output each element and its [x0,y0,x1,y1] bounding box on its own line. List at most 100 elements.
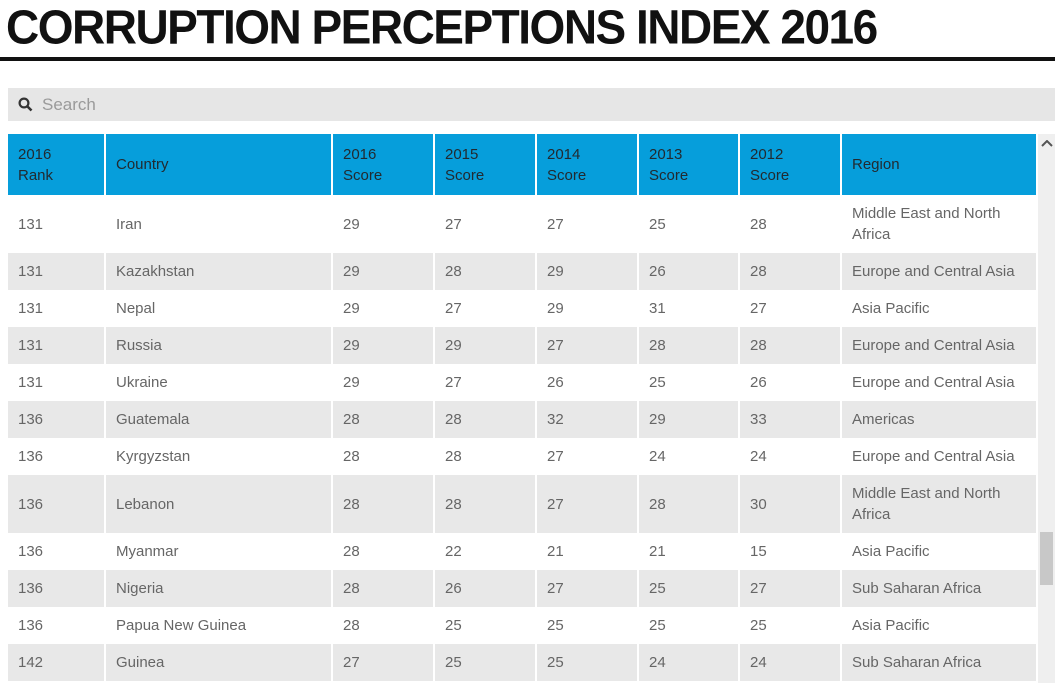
cell-score2014: 27 [535,570,637,607]
cell-rank: 136 [18,580,44,597]
cell-score2014: 27 [535,475,637,533]
cell-score2016: 29 [331,253,433,290]
cell-score2014: 29 [535,253,637,290]
cell-score2012: 33 [738,401,840,438]
column-header-score2012[interactable]: 2012 Score [738,134,840,195]
cell-score2014: 27 [535,438,637,475]
column-header-score2016[interactable]: 2016 Score [331,134,433,195]
cell-score2014: 27 [535,195,637,253]
cell-score2012: 15 [738,533,840,570]
cell-score2015: 25 [433,644,535,681]
cell-region: Europe and Central Asia [840,364,1036,401]
cell-score2016: 28 [331,533,433,570]
search-input[interactable] [42,94,1045,115]
cell-region: Europe and Central Asia [840,438,1036,475]
cell-score2013: 21 [637,533,738,570]
column-header-country[interactable]: Country [104,134,331,195]
cell-score2013: 25 [637,364,738,401]
cpi-table: 2016 Rank Country 2016 Score 2015 Score 2014… [8,134,1036,681]
cell-rank: 136 [18,617,44,634]
column-header-score2013[interactable]: 2013 Score [637,134,738,195]
cell-score2016: 29 [331,195,433,253]
table-row: 142 Guinea 27 25 25 24 24 Sub Saharan Africa [8,644,1036,681]
scroll-up-button[interactable] [1038,134,1055,153]
cell-score2016: 29 [331,290,433,327]
cell-score2012: 28 [738,195,840,253]
scrollbar-thumb[interactable] [1040,532,1053,585]
column-header-score2014[interactable]: 2014 Score [535,134,637,195]
page-title: CORRUPTION PERCEPTIONS INDEX 2016 [6,0,878,55]
search-icon [18,97,33,112]
column-header-rank[interactable]: 2016 Rank [8,134,104,195]
cell-country: Papua New Guinea [104,607,331,644]
cell-score2016: 28 [331,570,433,607]
table-row: 136 Guatemala 28 28 32 29 33 Americas [8,401,1036,438]
cell-rank: 136 [18,543,44,560]
cell-score2016: 28 [331,475,433,533]
cell-score2014: 25 [535,607,637,644]
cell-country: Russia [104,327,331,364]
cell-score2013: 25 [637,570,738,607]
cell-region: Asia Pacific [840,290,1036,327]
chevron-up-icon [1040,140,1053,147]
cell-score2012: 27 [738,570,840,607]
cell-region: Sub Saharan Africa [840,644,1036,681]
cell-rank: 142 [18,654,44,671]
table-row: 136 Myanmar 28 22 21 21 15 Asia Pacific [8,533,1036,570]
cell-rank: 131 [18,337,44,354]
cell-region: Asia Pacific [840,607,1036,644]
table-row: 136 Kyrgyzstan 28 28 27 24 24 Europe and Centra… [8,438,1036,475]
table-row: 136 Papua New Guinea 28 25 25 25 25 Asia Pacifi… [8,607,1036,644]
cell-score2014: 25 [535,644,637,681]
cell-country: Lebanon [104,475,331,533]
cell-score2013: 24 [637,438,738,475]
cell-score2012: 24 [738,438,840,475]
cell-score2016: 29 [331,327,433,364]
cell-score2015: 29 [433,327,535,364]
cell-region: Sub Saharan Africa [840,570,1036,607]
cell-region: Asia Pacific [840,533,1036,570]
page-header: CORRUPTION PERCEPTIONS INDEX 2016 [0,0,1055,61]
cell-score2015: 28 [433,438,535,475]
cell-score2012: 27 [738,290,840,327]
search-bar[interactable] [8,88,1055,121]
cell-score2013: 26 [637,253,738,290]
cell-region: Middle East and North Africa [840,475,1036,533]
cell-rank: 136 [18,448,44,465]
cell-score2012: 28 [738,253,840,290]
cell-rank: 136 [18,495,44,513]
cell-score2013: 28 [637,327,738,364]
cell-score2014: 21 [535,533,637,570]
cell-country: Nepal [104,290,331,327]
cell-region: Americas [840,401,1036,438]
cell-score2016: 27 [331,644,433,681]
cell-rank: 131 [18,374,44,391]
column-header-region[interactable]: Region [840,134,1036,195]
cell-country: Iran [104,195,331,253]
cell-country: Guatemala [104,401,331,438]
cell-score2016: 28 [331,607,433,644]
cell-score2015: 28 [433,253,535,290]
table-row: 136 Lebanon 28 28 27 28 30 Middle East and Nort… [8,475,1036,533]
vertical-scrollbar[interactable] [1038,134,1055,683]
cell-country: Nigeria [104,570,331,607]
cell-score2012: 25 [738,607,840,644]
cell-score2014: 32 [535,401,637,438]
cell-score2015: 22 [433,533,535,570]
cell-country: Kazakhstan [104,253,331,290]
cell-score2013: 28 [637,475,738,533]
cell-score2015: 28 [433,475,535,533]
cell-score2015: 26 [433,570,535,607]
table-row: 136 Nigeria 28 26 27 25 27 Sub Saharan Africa [8,570,1036,607]
table-row: 131 Russia 29 29 27 28 28 Europe and Central As… [8,327,1036,364]
cell-score2016: 28 [331,438,433,475]
cell-score2015: 27 [433,364,535,401]
cell-region: Europe and Central Asia [840,253,1036,290]
cell-rank: 131 [18,263,44,280]
cell-score2012: 24 [738,644,840,681]
cell-rank: 136 [18,411,44,428]
cell-region: Middle East and North Africa [840,195,1036,253]
cell-score2016: 29 [331,364,433,401]
cell-region: Europe and Central Asia [840,327,1036,364]
column-header-score2015[interactable]: 2015 Score [433,134,535,195]
